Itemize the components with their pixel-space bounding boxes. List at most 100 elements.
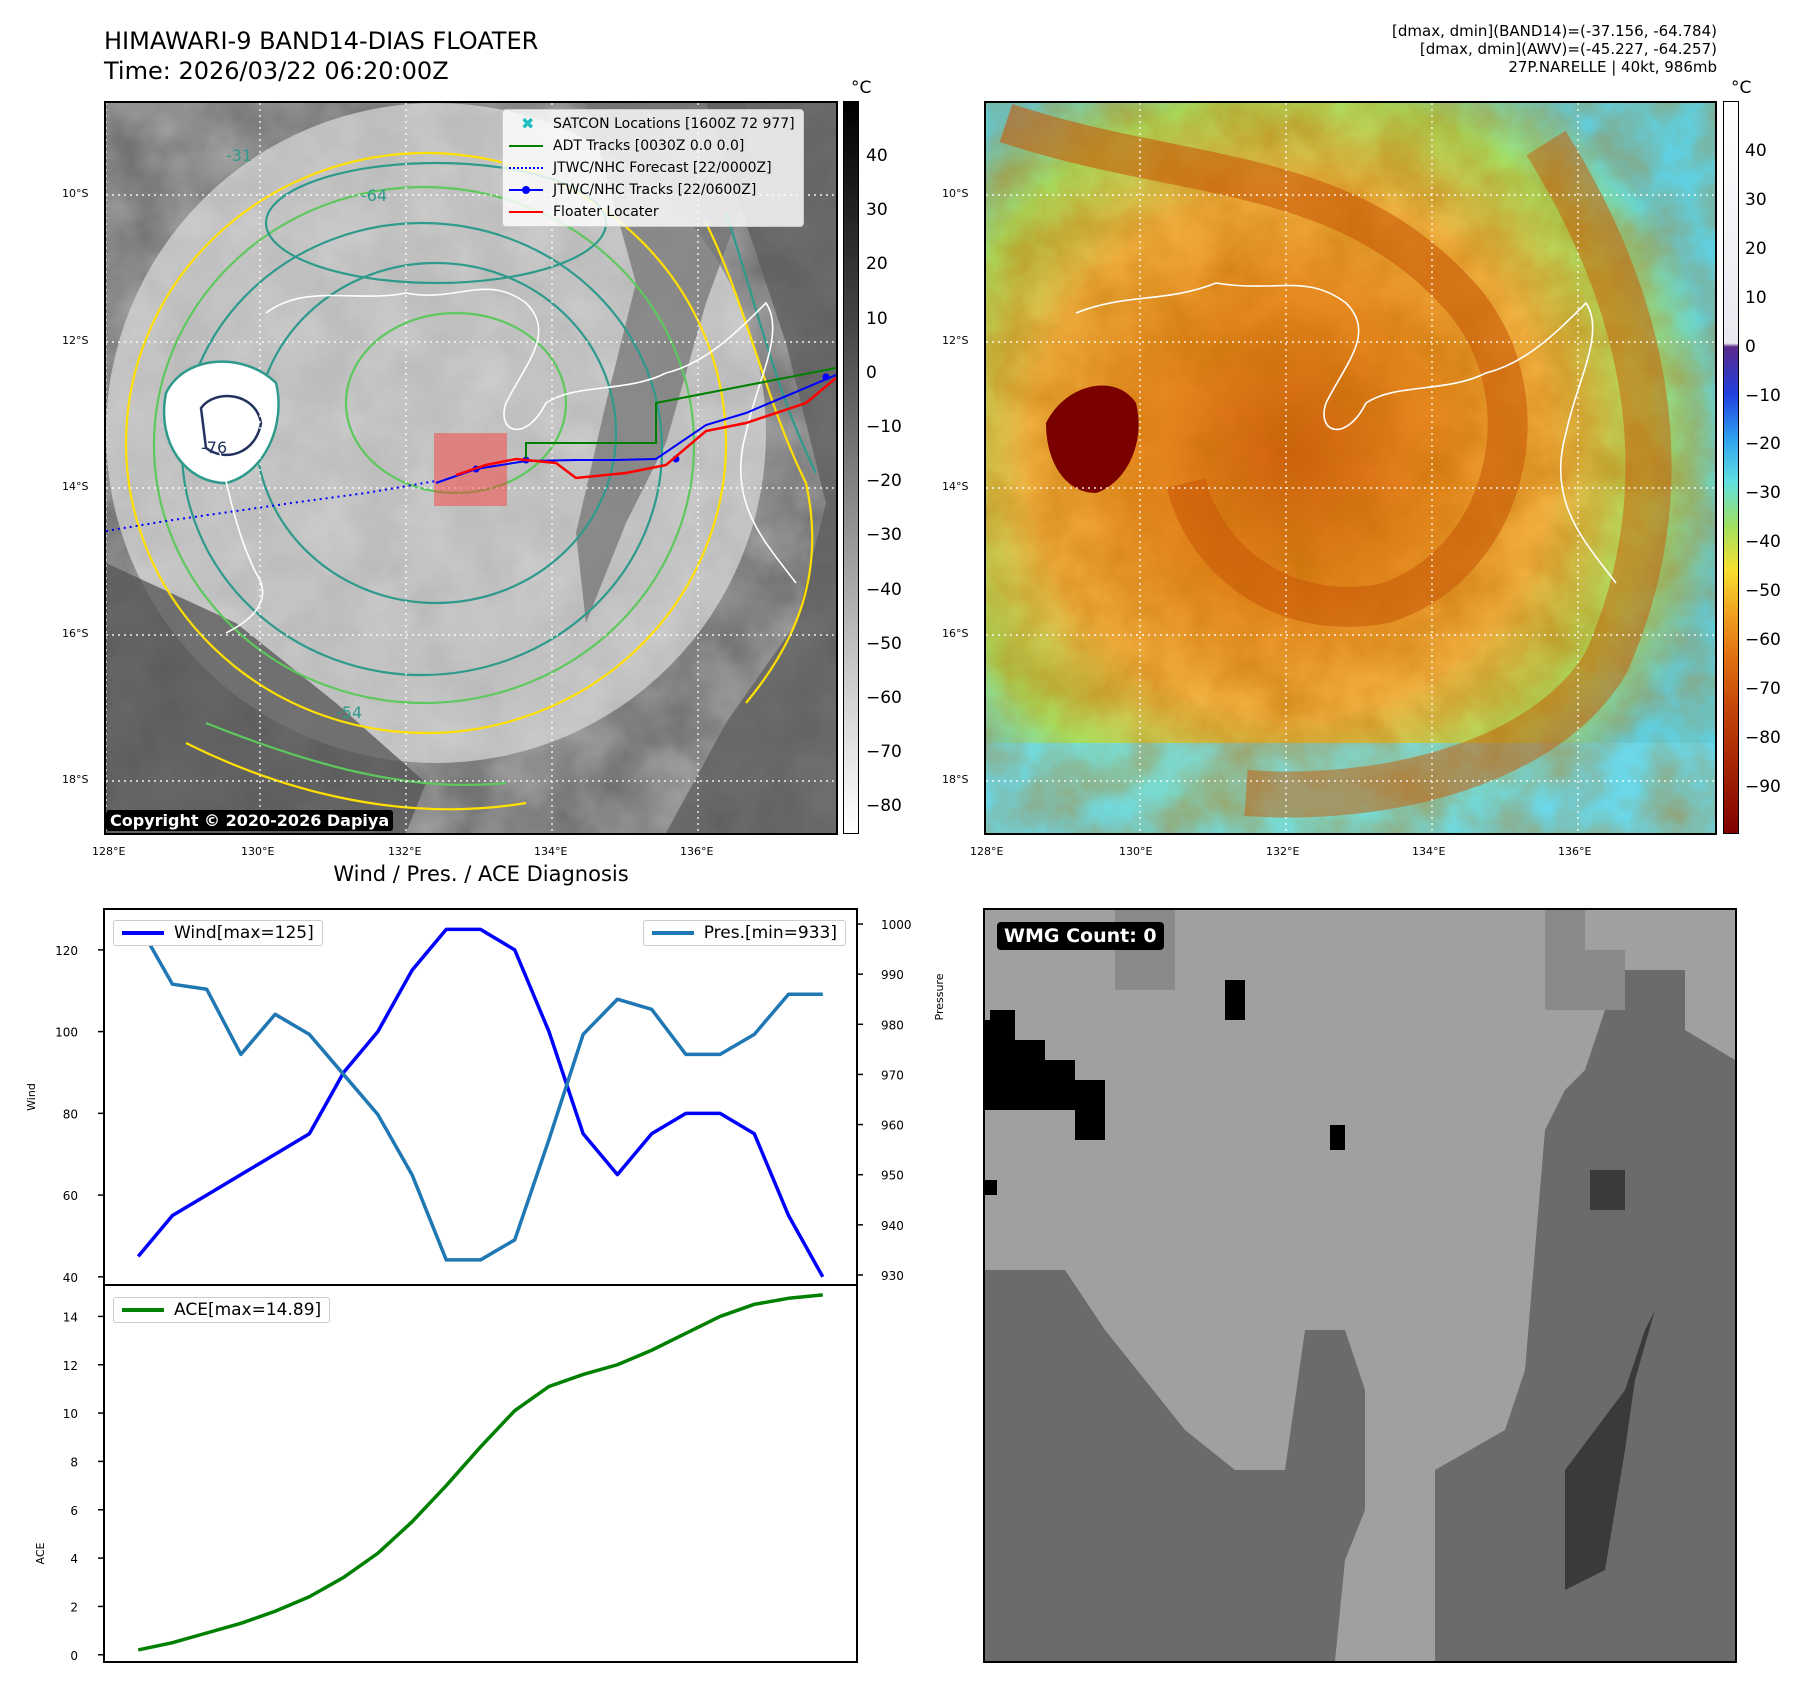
colorbar-tick-label: 10 [866,308,888,329]
colorbar-tick-label: −50 [866,633,902,654]
ace-tick-label: 14 [63,1310,78,1324]
lat-label: 10°S [62,187,89,200]
colorbar-tick-label: −20 [1745,434,1781,455]
grayscale-colorbar [843,101,859,834]
colorbar-tick-label: −60 [1745,630,1781,650]
wind-series-line [136,927,825,1278]
wmg-panel: WMG Count: 0 [983,908,1737,1663]
lon-label: 132°E [1266,845,1300,858]
lon-label: 136°E [680,845,714,858]
diagnosis-title: Wind / Pres. / ACE Diagnosis [333,862,629,886]
pressure-tick-label: 930 [881,1269,904,1283]
lat-label: 18°S [62,773,89,786]
colorbar-tick-label: 20 [866,254,888,275]
pressure-legend-label: Pres.[min=933] [703,923,837,943]
legend-item-forecast: JTWC/NHC Forecast [22/0000Z] [509,157,795,179]
lat-label: 18°S [942,773,969,786]
diagnosis-chart: 4060801001209309409509609709809901000Win… [25,908,946,1663]
lon-label: 128°E [92,845,126,858]
lat-label: 16°S [942,627,969,640]
colorbar-tick-label: 30 [866,200,888,221]
wind-line-key-icon [122,931,164,935]
info-line-band14: [dmax, dmin](BAND14)=(-37.156, -64.784) [1392,22,1717,40]
ace-tick-label: 4 [70,1552,78,1566]
wind-plot-frame [103,908,858,1286]
ace-tick-label: 12 [63,1359,78,1373]
awv-color-map [984,101,1717,835]
info-line-storm: 27P.NARELLE | 40kt, 986mb [1508,58,1717,76]
colorbar-tick-label: −30 [866,525,902,546]
legend-label: SATCON Locations [1600Z 72 977] [553,116,795,132]
colorbar-tick-label: −70 [866,742,902,763]
ace-line-key-icon [122,1308,164,1312]
colorbar-tick-label: 20 [1745,238,1767,259]
colorbar-tick-label: −10 [1745,385,1781,406]
lon-label: 136°E [1558,845,1592,858]
contour-label: -76 [201,438,227,457]
wmg-region-dark [985,1270,1365,1661]
pressure-tick-label: 980 [881,1018,904,1032]
ace-plot: 0 2 4 6 8 10 12 14 ACE [34,1284,858,1663]
cross-marker-icon: ✖ [521,114,535,133]
copyright-label: Copyright © 2020-2026 Dapiya [106,810,394,831]
lat-label: 12°S [62,334,89,347]
legend-label: ADT Tracks [0030Z 0.0 0.0] [553,138,745,154]
wmg-region-black [985,1020,1105,1140]
colorbar-tick-label: −10 [866,417,902,437]
colorbar-tick-label: 10 [1745,287,1767,308]
wind-tick-label: 60 [63,1189,78,1203]
pressure-axis-label: Pressure [933,973,946,1020]
colorbar-tick-label: −20 [866,471,902,492]
dotted-line-key-icon [509,161,543,175]
legend-item-satcon: ✖ SATCON Locations [1600Z 72 977] [509,113,795,135]
coastline [265,288,797,584]
wmg-grid-canvas [985,910,1735,1661]
lon-label: 130°E [241,845,275,858]
ace-tick-label: 6 [70,1504,78,1518]
pressure-tick-label: 990 [881,968,904,982]
wind-tick-label: 80 [63,1107,78,1121]
pressure-tick-label: 1000 [881,918,912,932]
ir-grayscale-map: -31 -64 -76 -54 ✖ SATCON Locations [1600… [104,101,838,835]
legend-item-jtwc-tracks: JTWC/NHC Tracks [22/0600Z] [509,179,795,201]
lat-label: 14°S [62,480,89,493]
colorbar-tick-label: 0 [1745,336,1756,357]
legend-label: JTWC/NHC Forecast [22/0000Z] [553,160,772,176]
lon-label: 130°E [1119,845,1153,858]
colorbar-tick-label: −40 [866,579,902,600]
coastline [1075,282,1617,584]
ace-axis-label: ACE [34,1542,47,1564]
line-dot-key-icon [509,183,543,197]
cold-cloud-top [162,360,280,485]
wind-pressure-plot: 40 60 80 100 120 930 940 950 960 970 980 990 1000 Win… [25,908,946,1286]
lat-label: 16°S [62,627,89,640]
colorbar-unit: °C [1731,78,1752,98]
colorbar-tick-label: 40 [1745,141,1767,161]
colorbar-tick-label: −80 [1745,727,1781,748]
awv-map-canvas [986,103,1715,833]
color-colorbar [1723,101,1739,834]
legend-label: Floater Locater [553,204,659,220]
lon-label: 134°E [534,845,568,858]
colorbar-tick-label: −30 [1745,483,1781,504]
colorbar-unit: °C [851,78,872,98]
ace-tick-label: 0 [70,1649,78,1663]
pressure-tick-label: 960 [881,1119,904,1133]
map-legend: ✖ SATCON Locations [1600Z 72 977] ADT Tr… [502,109,804,227]
figure-timestamp: Time: 2026/03/22 06:20:00Z [104,57,449,85]
pressure-series-line [136,923,823,1262]
ace-plot-frame [103,1284,858,1663]
contour-label: -31 [226,146,252,165]
figure-title: HIMAWARI-9 BAND14-DIAS FLOATER [104,27,539,55]
pressure-line-key-icon [651,931,694,935]
lat-label: 12°S [942,334,969,347]
lat-label: 10°S [942,187,969,200]
legend-item-adt: ADT Tracks [0030Z 0.0 0.0] [509,135,795,157]
ace-legend-label: ACE[max=14.89] [174,1300,322,1320]
adt-track [525,367,836,458]
colorbar-tick-label: −40 [1745,532,1781,553]
info-line-awv: [dmax, dmin](AWV)=(-45.227, -64.257) [1419,40,1717,58]
wind-tick-label: 40 [63,1271,78,1285]
colorbar-tick-label: 0 [866,362,877,383]
wmg-count-badge: WMG Count: 0 [997,922,1164,950]
